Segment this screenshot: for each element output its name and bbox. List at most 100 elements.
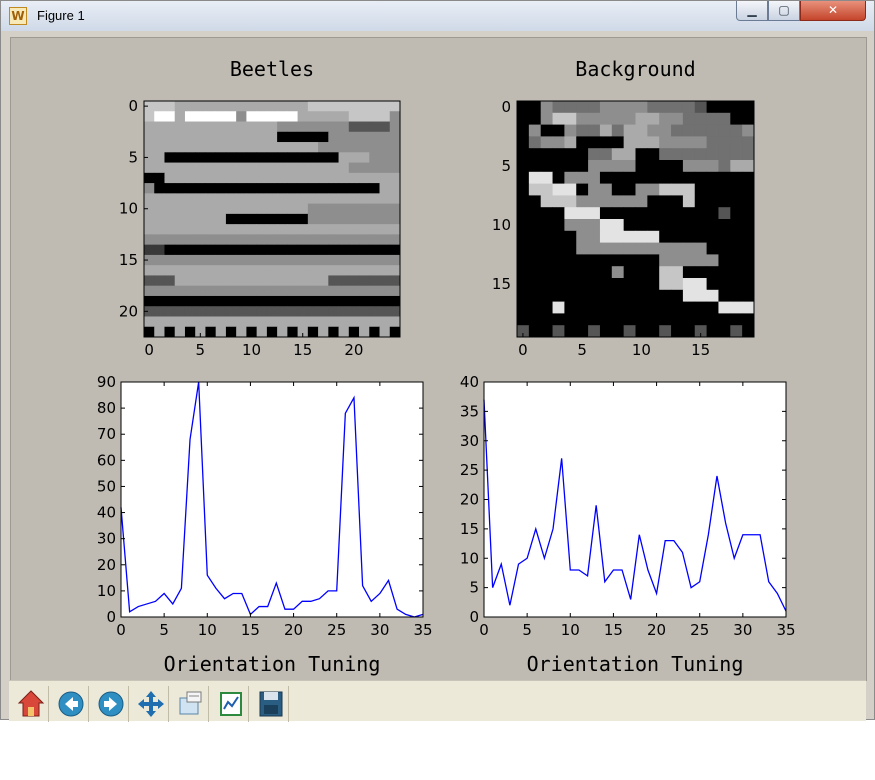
heatmap-cell bbox=[647, 101, 660, 114]
heatmap-cell bbox=[718, 230, 731, 243]
heatmap-cell bbox=[682, 124, 696, 137]
heatmap-cell bbox=[297, 285, 309, 297]
heatmap-cell bbox=[277, 162, 288, 174]
heatmap-cell bbox=[389, 193, 401, 205]
navigation-toolbar bbox=[9, 680, 866, 722]
heatmap-cell bbox=[742, 219, 755, 232]
heatmap-cell bbox=[599, 160, 613, 173]
heatmap-cell bbox=[706, 160, 719, 173]
heatmap-cell bbox=[277, 275, 288, 287]
arrow-right-icon bbox=[98, 691, 124, 717]
heatmap-cell bbox=[277, 121, 288, 133]
minimize-button[interactable]: ▁ bbox=[736, 1, 768, 21]
subplots-button[interactable] bbox=[213, 686, 249, 722]
heatmap-cell bbox=[338, 224, 350, 235]
heatmap-cell bbox=[528, 124, 542, 137]
close-button[interactable]: ✕ bbox=[800, 1, 866, 21]
forward-button[interactable] bbox=[93, 686, 129, 722]
heatmap-cell bbox=[215, 306, 227, 317]
figure-canvas[interactable]: Beetles 0 5 10 15 20 0 5 10 15 20 Background 0 5 10 15 0… bbox=[10, 37, 867, 681]
heatmap-cell bbox=[328, 306, 339, 317]
heatmap-cell bbox=[328, 285, 339, 297]
heatmap-cell bbox=[236, 306, 247, 317]
heatmap-cell bbox=[694, 136, 707, 149]
heatmap-cell bbox=[174, 213, 186, 225]
heatmap-cell bbox=[195, 316, 206, 328]
heatmap-cell bbox=[256, 326, 268, 338]
maximize-button[interactable]: ▢ bbox=[768, 1, 800, 21]
heatmap-cell bbox=[144, 244, 155, 256]
heatmap-cell bbox=[389, 111, 401, 122]
heatmap-cell bbox=[659, 160, 672, 173]
heatmap-cell bbox=[225, 275, 237, 287]
heatmap-cell bbox=[318, 172, 329, 184]
heatmap-cell bbox=[328, 172, 339, 184]
heatmap-cell bbox=[205, 183, 217, 194]
heatmap-cell bbox=[195, 111, 206, 122]
heatmap-cell bbox=[205, 142, 217, 153]
heatmap-cell bbox=[718, 160, 731, 173]
heatmap-cell bbox=[246, 203, 258, 215]
heatmap-cell bbox=[236, 152, 247, 163]
heatmap-cell bbox=[338, 172, 350, 184]
heatmap-cell bbox=[611, 219, 625, 232]
heatmap-cell bbox=[379, 203, 391, 215]
heatmap-cell bbox=[164, 111, 176, 122]
heatmap-cell bbox=[144, 131, 155, 143]
heatmap-cell bbox=[379, 275, 391, 287]
heatmap-cell bbox=[659, 124, 672, 137]
heatmap-cell bbox=[164, 152, 176, 163]
heatmap-cell bbox=[144, 306, 155, 317]
heatmap-cell bbox=[205, 254, 217, 266]
heatmap-cell bbox=[236, 142, 247, 153]
heatmap-cell bbox=[635, 289, 648, 302]
heatmap-cell bbox=[359, 234, 370, 246]
heatmap-cell bbox=[307, 275, 319, 287]
heatmap-cell bbox=[174, 285, 186, 297]
heatmap-cell bbox=[164, 234, 176, 246]
heatmap-cell bbox=[588, 171, 601, 184]
heatmap-cell bbox=[246, 234, 258, 246]
heatmap-cell bbox=[682, 183, 696, 196]
heatmap-cell bbox=[287, 183, 298, 194]
x-tick-label: 30 bbox=[733, 621, 752, 639]
heatmap-cell bbox=[215, 285, 227, 297]
zoom-rect-icon bbox=[179, 691, 202, 715]
heatmap-cell bbox=[718, 124, 731, 137]
heatmap-cell bbox=[144, 162, 155, 174]
heatmap-cell bbox=[635, 171, 648, 184]
zoom-button[interactable] bbox=[173, 686, 209, 722]
heatmap-cell bbox=[164, 244, 176, 256]
heatmap-cell bbox=[328, 244, 339, 256]
heatmap-cell bbox=[517, 301, 530, 314]
save-button[interactable] bbox=[253, 686, 289, 722]
heatmap-cell bbox=[647, 136, 660, 149]
heatmap-cell bbox=[297, 193, 309, 205]
pan-button[interactable] bbox=[133, 686, 169, 722]
heatmap-cell bbox=[246, 254, 258, 266]
heatmap-cell bbox=[706, 301, 719, 314]
heatmap-cell bbox=[318, 316, 329, 328]
heatmap-cell bbox=[611, 313, 625, 326]
heatmap-cell bbox=[318, 265, 329, 276]
axes-frame bbox=[516, 100, 755, 338]
heatmap-cell bbox=[706, 148, 719, 161]
heatmap-cell bbox=[671, 195, 684, 208]
heatmap-cell bbox=[389, 101, 401, 112]
heatmap-cell bbox=[671, 207, 684, 220]
heatmap-cell bbox=[318, 121, 329, 133]
heatmap-cell bbox=[205, 152, 217, 163]
y-tick-label: 5 bbox=[501, 157, 511, 175]
home-button[interactable] bbox=[13, 686, 49, 722]
title-bar[interactable]: W Figure 1 ▁ ▢ ✕ bbox=[1, 1, 874, 31]
x-tick-label: 20 bbox=[284, 621, 303, 639]
heatmap-cell bbox=[671, 183, 684, 196]
subplot-3: Orientation Tuning 0 5 10 15 20 25 30 35 0 10 20 30 4… bbox=[97, 373, 433, 676]
heatmap-cell bbox=[742, 148, 755, 161]
x-tick-label: 0 bbox=[116, 621, 126, 639]
heatmap-cell bbox=[369, 213, 380, 225]
heatmap-cell bbox=[266, 121, 278, 133]
heatmap-cell bbox=[359, 193, 370, 205]
back-button[interactable] bbox=[53, 686, 89, 722]
heatmap-cell bbox=[528, 266, 542, 279]
